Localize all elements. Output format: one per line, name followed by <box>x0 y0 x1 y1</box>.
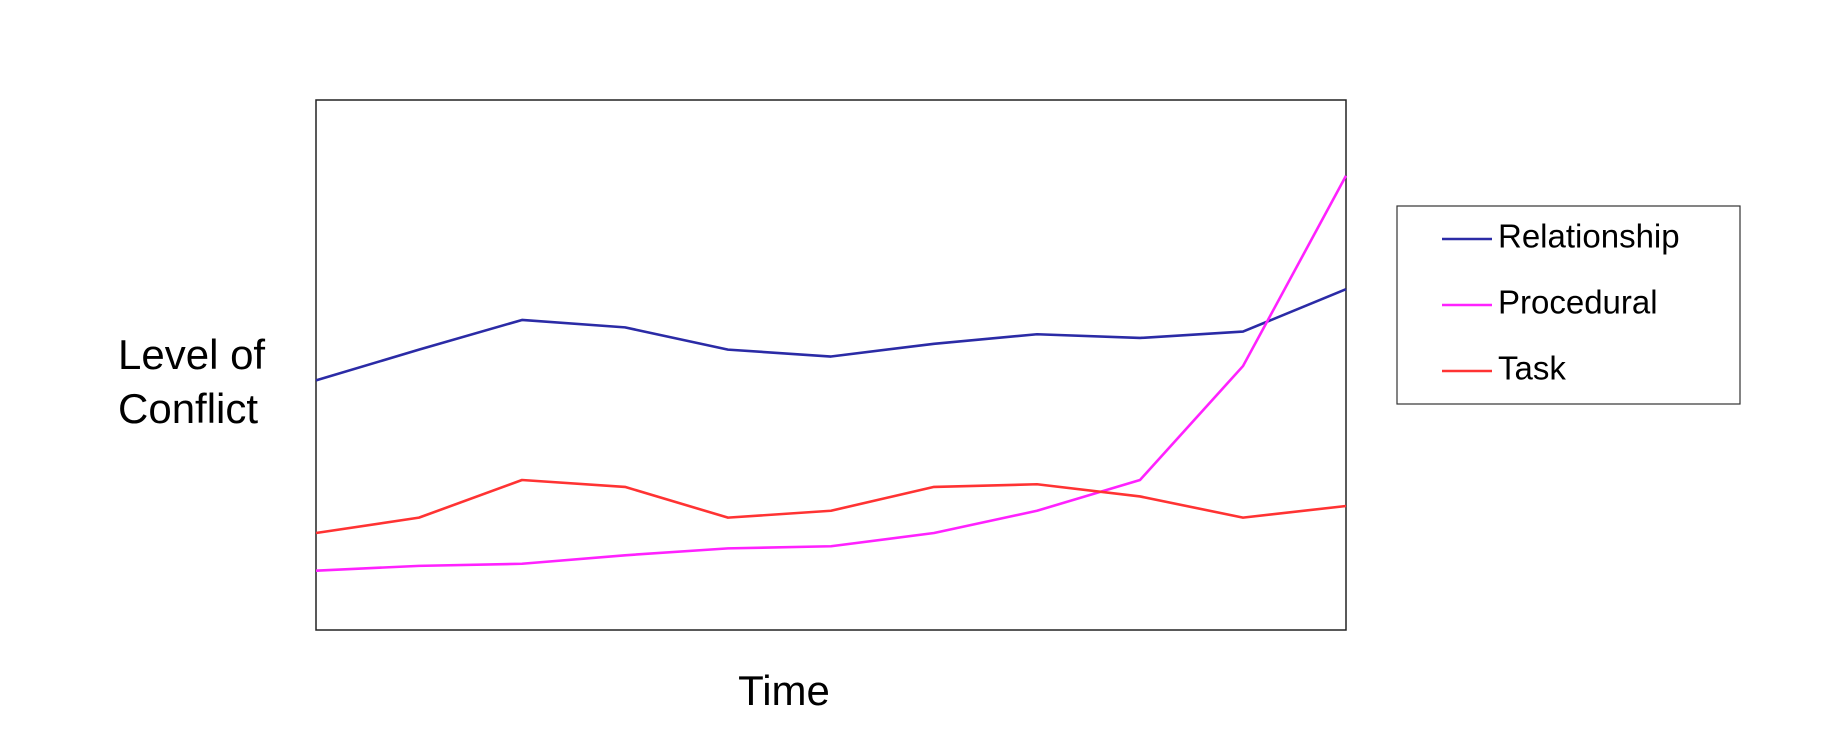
series-line <box>315 288 1347 382</box>
series-line <box>315 175 1348 572</box>
legend-label: Relationship <box>1498 218 1680 255</box>
series-line <box>315 478 1347 535</box>
plot-frame <box>315 99 1347 631</box>
y-axis-label: Level of Conflict <box>118 331 266 432</box>
legend-label: Procedural <box>1498 284 1658 321</box>
legend-label: Task <box>1498 350 1566 387</box>
x-axis-label: Time <box>738 667 830 714</box>
